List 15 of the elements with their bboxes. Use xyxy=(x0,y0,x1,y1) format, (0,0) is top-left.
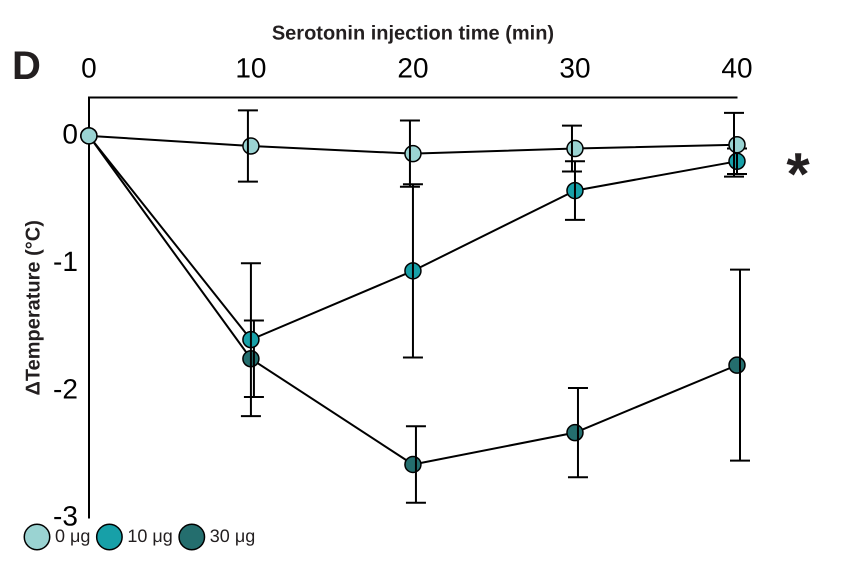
legend-label: 0 μg xyxy=(55,526,90,546)
x-tick-label: 0 xyxy=(81,52,97,84)
y-tick-label: -2 xyxy=(52,373,78,404)
y-tick-label: 0 xyxy=(62,118,78,150)
y-tick-label: -1 xyxy=(52,246,78,277)
y-axis-title: ΔTemperature (°C) xyxy=(22,220,45,396)
x-tick-label: 40 xyxy=(721,52,753,84)
x-tick-label: 10 xyxy=(235,52,266,84)
text: D xyxy=(12,44,41,88)
text: * xyxy=(786,140,810,208)
x-tick-label: 20 xyxy=(397,52,429,84)
legend-label: 30 μg xyxy=(210,526,256,546)
x-axis-title: Serotonin injection time (min) xyxy=(272,22,554,45)
x-tick-label: 30 xyxy=(559,52,591,84)
legend-label: 10 μg xyxy=(127,526,173,546)
